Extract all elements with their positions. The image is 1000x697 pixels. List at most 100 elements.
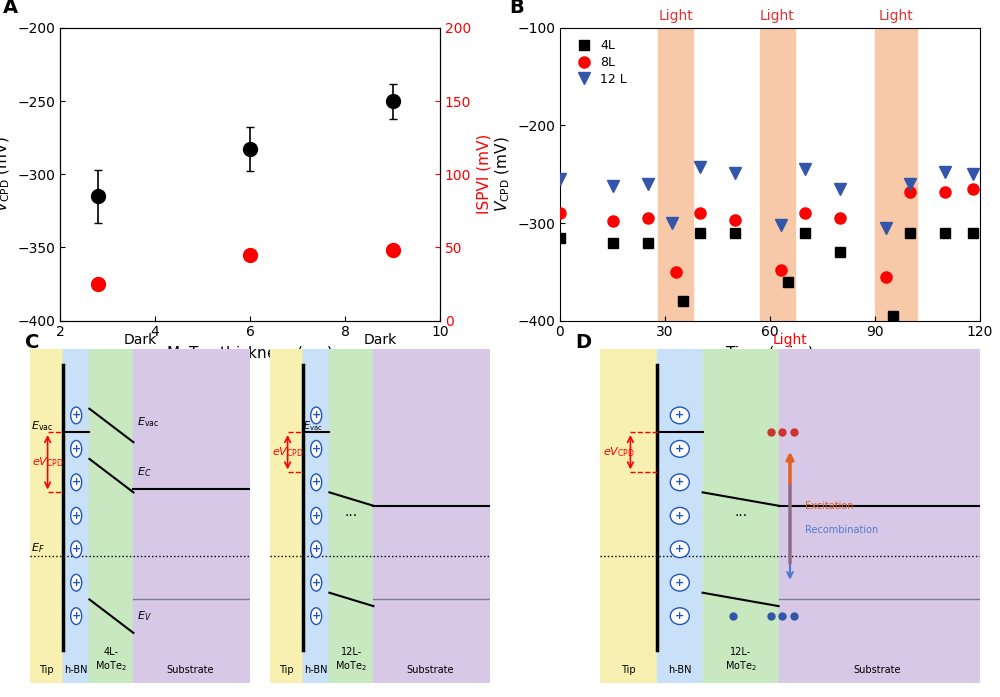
4L — [554, 233, 566, 242]
Circle shape — [311, 407, 322, 424]
Line: 4L: 4L — [555, 228, 978, 321]
Bar — [89, 348, 133, 683]
12 L — [967, 170, 979, 178]
Circle shape — [311, 574, 322, 591]
X-axis label: Time (min.): Time (min.) — [726, 345, 814, 360]
4L — [694, 229, 706, 237]
Bar — [875, 28, 917, 321]
Circle shape — [71, 441, 82, 457]
Text: +: + — [675, 411, 684, 420]
Bar — [373, 348, 490, 683]
Legend: 4L, 8L, 12 L: 4L, 8L, 12 L — [566, 34, 632, 91]
Bar — [329, 348, 373, 683]
4L — [967, 229, 979, 237]
Text: $eV_{\mathrm{CPD}}$: $eV_{\mathrm{CPD}}$ — [272, 445, 304, 459]
Text: Substrate: Substrate — [407, 665, 454, 675]
Line: 8L: 8L — [554, 183, 979, 282]
8L — [729, 216, 741, 224]
Text: Light: Light — [760, 9, 794, 23]
12 L — [694, 163, 706, 171]
8L — [880, 273, 892, 281]
12 L — [606, 182, 618, 190]
Text: B: B — [510, 0, 524, 17]
Text: ...: ... — [734, 505, 747, 519]
Circle shape — [71, 541, 82, 558]
Text: Recombination: Recombination — [805, 525, 878, 535]
Text: ...: ... — [345, 505, 358, 519]
Circle shape — [670, 574, 689, 591]
Text: $E_{\mathrm{vac}}$: $E_{\mathrm{vac}}$ — [31, 419, 53, 433]
Bar — [133, 348, 250, 683]
4L — [939, 229, 951, 237]
Text: A: A — [3, 0, 18, 17]
8L — [939, 187, 951, 196]
X-axis label: MoTe$_2$ thickness (nm): MoTe$_2$ thickness (nm) — [166, 345, 334, 363]
12 L — [774, 221, 786, 229]
Bar — [600, 348, 657, 683]
8L — [642, 214, 654, 222]
Text: Tip: Tip — [621, 665, 636, 675]
Bar — [703, 348, 779, 683]
Circle shape — [311, 507, 322, 524]
Text: 12L-
MoTe$_2$: 12L- MoTe$_2$ — [335, 648, 367, 673]
Bar — [30, 348, 63, 683]
4L — [782, 277, 794, 286]
Circle shape — [71, 474, 82, 491]
Circle shape — [670, 441, 689, 457]
12 L — [939, 168, 951, 176]
Bar — [760, 28, 794, 321]
8L — [670, 268, 682, 276]
Y-axis label: $V_{\mathrm{CPD}}$ (mV): $V_{\mathrm{CPD}}$ (mV) — [493, 137, 512, 212]
12 L — [666, 219, 678, 227]
Circle shape — [311, 441, 322, 457]
Text: Tip: Tip — [39, 665, 54, 675]
Line: 12 L: 12 L — [554, 161, 979, 234]
Text: +: + — [72, 611, 81, 621]
Text: +: + — [312, 411, 321, 420]
Text: $E_C$: $E_C$ — [137, 466, 151, 480]
Text: +: + — [312, 578, 321, 588]
Y-axis label: ISPVI (mV): ISPVI (mV) — [477, 134, 492, 215]
Text: +: + — [72, 411, 81, 420]
Circle shape — [71, 574, 82, 591]
Text: $eV_{\mathrm{CPD}}$: $eV_{\mathrm{CPD}}$ — [32, 455, 64, 469]
Text: 12L-
MoTe$_2$: 12L- MoTe$_2$ — [725, 648, 757, 673]
Text: C: C — [25, 333, 39, 353]
8L — [904, 187, 916, 196]
4L — [834, 248, 846, 256]
12 L — [642, 180, 654, 188]
Text: $E_{\mathrm{vac}}$: $E_{\mathrm{vac}}$ — [303, 419, 323, 433]
Text: +: + — [675, 444, 684, 454]
Text: Light: Light — [658, 9, 693, 23]
Text: +: + — [72, 444, 81, 454]
Text: $eV_{\mathrm{CPD}}$: $eV_{\mathrm{CPD}}$ — [603, 445, 635, 459]
Bar — [779, 348, 980, 683]
8L — [606, 217, 618, 225]
Text: +: + — [675, 511, 684, 521]
Circle shape — [670, 541, 689, 558]
Circle shape — [71, 507, 82, 524]
Text: h-BN: h-BN — [668, 665, 692, 675]
Text: +: + — [312, 511, 321, 521]
Text: Substrate: Substrate — [167, 665, 214, 675]
8L — [834, 214, 846, 222]
Circle shape — [670, 507, 689, 524]
8L — [774, 266, 786, 274]
Text: +: + — [72, 511, 81, 521]
12 L — [880, 224, 892, 232]
8L — [694, 209, 706, 217]
Text: +: + — [72, 544, 81, 554]
Text: +: + — [675, 544, 684, 554]
Text: +: + — [312, 611, 321, 621]
4L — [799, 229, 811, 237]
Bar — [658, 28, 693, 321]
Text: +: + — [312, 544, 321, 554]
Text: +: + — [675, 477, 684, 487]
Circle shape — [71, 608, 82, 625]
Text: $E_V$: $E_V$ — [137, 609, 151, 623]
Text: D: D — [575, 333, 591, 353]
Title: Dark: Dark — [123, 333, 157, 347]
12 L — [799, 165, 811, 174]
Circle shape — [71, 407, 82, 424]
12 L — [834, 185, 846, 193]
